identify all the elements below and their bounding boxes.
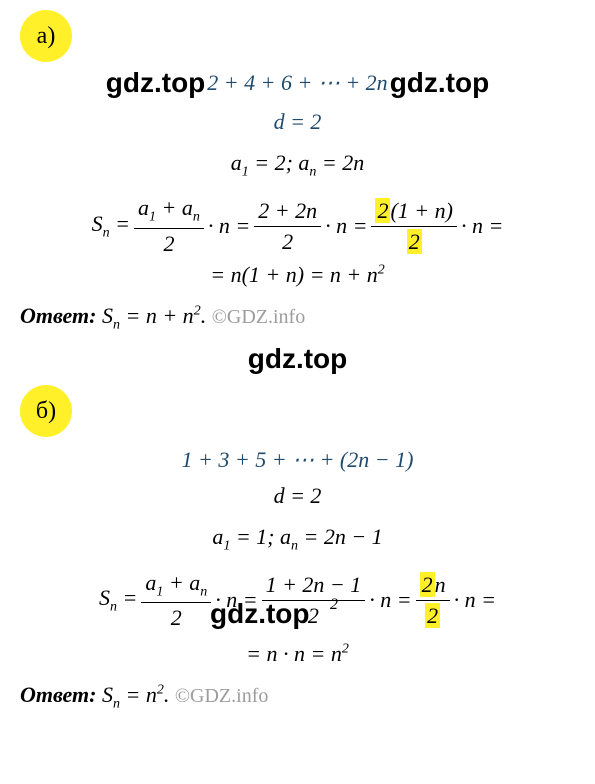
end-b: · n = bbox=[454, 587, 496, 613]
d-value-a: d = 2 bbox=[20, 109, 575, 135]
a1-a: a1 = 2; bbox=[231, 150, 299, 175]
frac3-a: 2(1 + n) 2 bbox=[371, 198, 457, 255]
answer-a: Ответ: Sn = n + n2. ©GDZ.info bbox=[20, 303, 575, 333]
frac1-a: a1 + an 2 bbox=[134, 195, 204, 256]
part-a-label: а) bbox=[20, 10, 72, 62]
formula-a: Sn = a1 + an 2 · n = 2 + 2n 2 · n = 2(1 … bbox=[20, 195, 575, 256]
d-value-b: d = 2 bbox=[20, 483, 575, 509]
frac2-a: 2 + 2n 2 bbox=[254, 198, 321, 255]
continuation-a: = n(1 + n) = n + n2 bbox=[20, 262, 575, 288]
a1-b: a1 = 1; bbox=[212, 524, 280, 549]
part-a-label-text: а) bbox=[37, 23, 56, 50]
part-b-label-text: б) bbox=[36, 398, 56, 425]
dotn1-a: · n = bbox=[208, 213, 250, 239]
copyright-b: ©GDZ.info bbox=[175, 685, 269, 707]
dotn2-b: · n = bbox=[369, 587, 411, 613]
sn-a: Sn = bbox=[92, 211, 130, 241]
answer-b: Ответ: Sn = n2. ©GDZ.info bbox=[20, 682, 575, 712]
watermark-right-a: gdz.top bbox=[390, 67, 490, 99]
series-b: 1 + 3 + 5 + ⋯ + (2n − 1) bbox=[20, 447, 575, 473]
copyright-a: ©GDZ.info bbox=[212, 306, 306, 328]
center-watermark: gdz.top bbox=[20, 343, 575, 375]
a-values-b: a1 = 1; an = 2n − 1 bbox=[20, 524, 575, 554]
end-a: · n = bbox=[461, 213, 503, 239]
frac1-b: a1 + an 2 bbox=[141, 570, 211, 631]
series-a: 2 + 4 + 6 + ⋯ + 2n bbox=[205, 70, 389, 96]
formula-sup-b: 2 bbox=[330, 596, 338, 614]
formula-wrap-b: Sn = a1 + an 2 · n = 1 + 2n − 1 2 · n = … bbox=[20, 570, 575, 631]
continuation-b: = n · n = n2 bbox=[20, 641, 575, 667]
sn-b: Sn = bbox=[99, 585, 137, 615]
part-b-label: б) bbox=[20, 385, 72, 437]
watermark-overlay-b: gdz.top bbox=[210, 598, 310, 630]
watermark-left-a: gdz.top bbox=[106, 67, 206, 99]
an-a: an = 2n bbox=[298, 150, 364, 175]
a-values-a: a1 = 2; an = 2n bbox=[20, 150, 575, 180]
dotn2-a: · n = bbox=[325, 213, 367, 239]
series-row-a: gdz.top 2 + 4 + 6 + ⋯ + 2n gdz.top bbox=[20, 67, 575, 99]
an-b: an = 2n − 1 bbox=[280, 524, 383, 549]
frac3-b: 2n 2 bbox=[416, 572, 450, 629]
